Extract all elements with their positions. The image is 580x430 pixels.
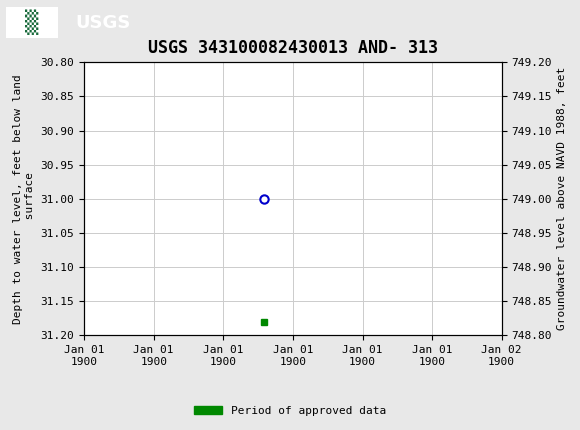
Legend: Period of approved data: Period of approved data xyxy=(190,401,390,420)
Text: ▒: ▒ xyxy=(25,10,39,35)
FancyBboxPatch shape xyxy=(6,7,58,38)
Y-axis label: Depth to water level, feet below land
 surface: Depth to water level, feet below land su… xyxy=(13,74,35,324)
Y-axis label: Groundwater level above NAVD 1988, feet: Groundwater level above NAVD 1988, feet xyxy=(557,67,567,331)
Text: USGS: USGS xyxy=(75,14,130,31)
Title: USGS 343100082430013 AND- 313: USGS 343100082430013 AND- 313 xyxy=(148,39,438,57)
